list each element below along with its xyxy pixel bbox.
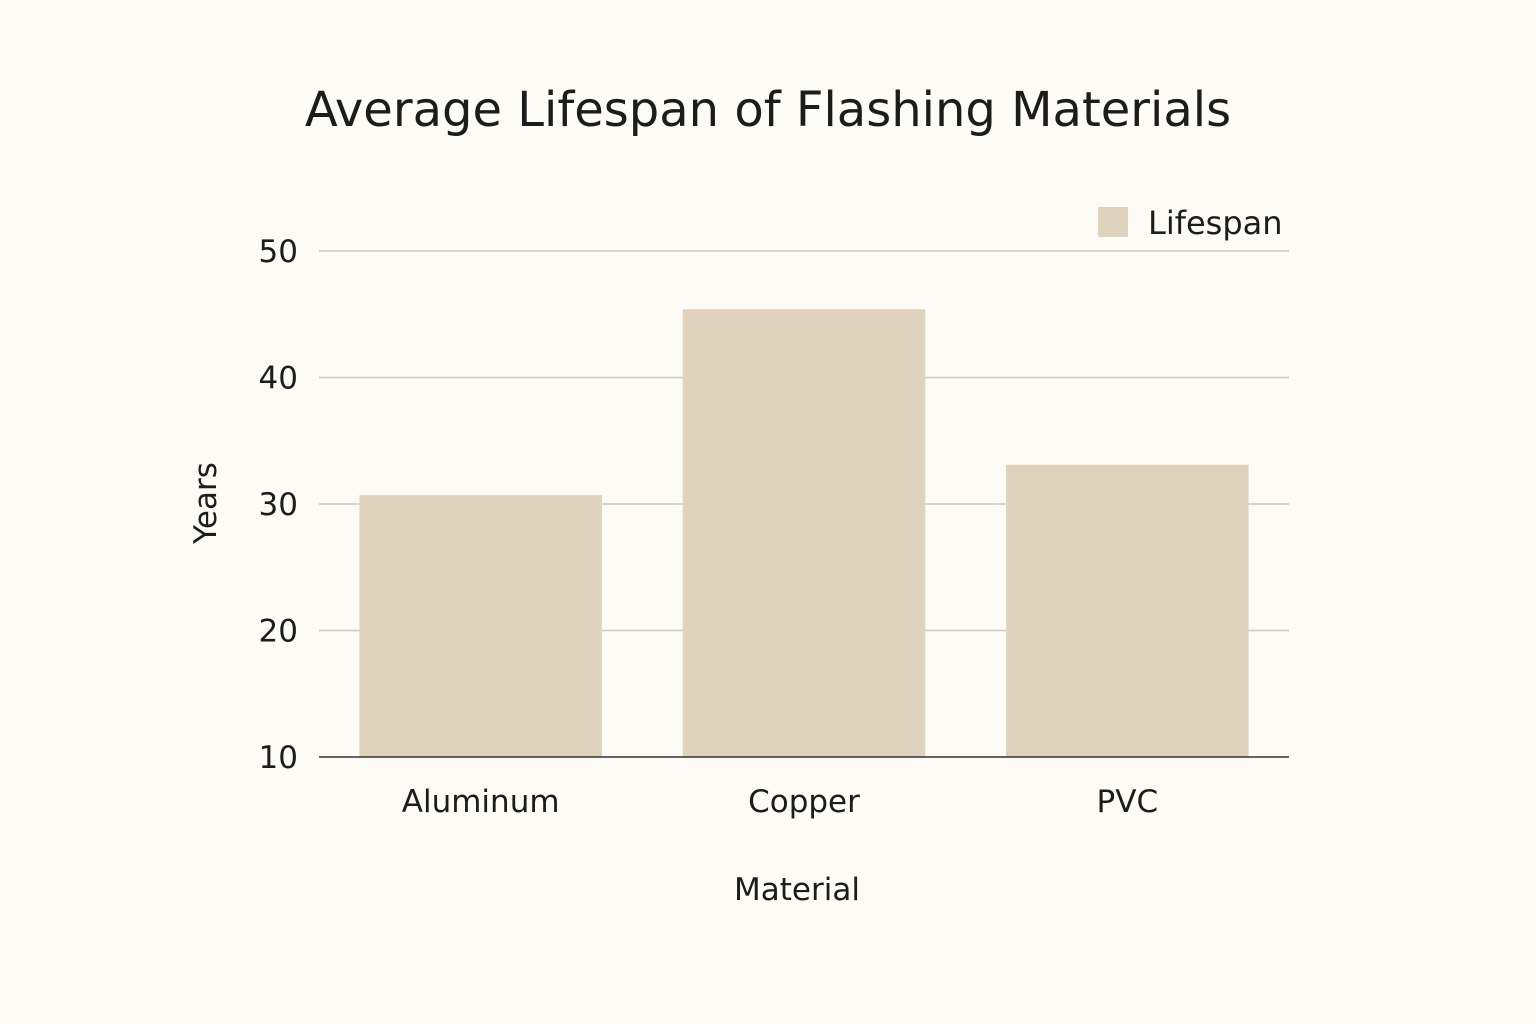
y-tick-label: 30 bbox=[259, 487, 298, 523]
legend: Lifespan bbox=[1098, 204, 1283, 242]
legend-label: Lifespan bbox=[1148, 204, 1283, 242]
x-axis-title: Material bbox=[734, 872, 860, 908]
x-category-label: Aluminum bbox=[402, 784, 560, 820]
bar-aluminum bbox=[359, 495, 602, 757]
y-tick-label: 10 bbox=[259, 740, 298, 776]
x-category-label: PVC bbox=[1097, 784, 1159, 820]
legend-swatch bbox=[1098, 207, 1128, 237]
x-category-label: Copper bbox=[748, 784, 860, 820]
chart-title: Average Lifespan of Flashing Materials bbox=[305, 82, 1231, 138]
bars bbox=[359, 309, 1249, 757]
bar-copper bbox=[682, 309, 926, 757]
y-tick-label: 40 bbox=[259, 361, 298, 397]
y-axis-title: Years bbox=[188, 462, 224, 545]
y-tick-labels: 10 20 30 40 50 bbox=[259, 234, 298, 776]
x-category-labels: Aluminum Copper PVC bbox=[402, 784, 1158, 820]
bar-pvc bbox=[1006, 464, 1249, 757]
y-tick-label: 20 bbox=[259, 614, 298, 650]
y-tick-label: 50 bbox=[259, 234, 298, 270]
